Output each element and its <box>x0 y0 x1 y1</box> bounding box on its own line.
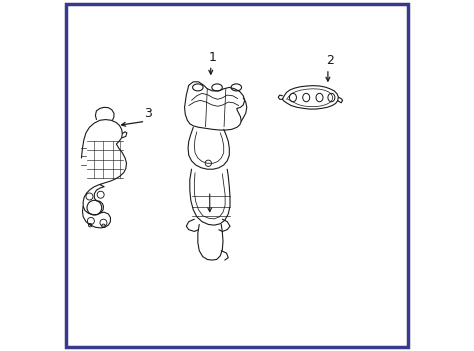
Text: 2: 2 <box>326 54 334 67</box>
Text: 3: 3 <box>144 107 152 120</box>
Text: 1: 1 <box>209 51 217 64</box>
